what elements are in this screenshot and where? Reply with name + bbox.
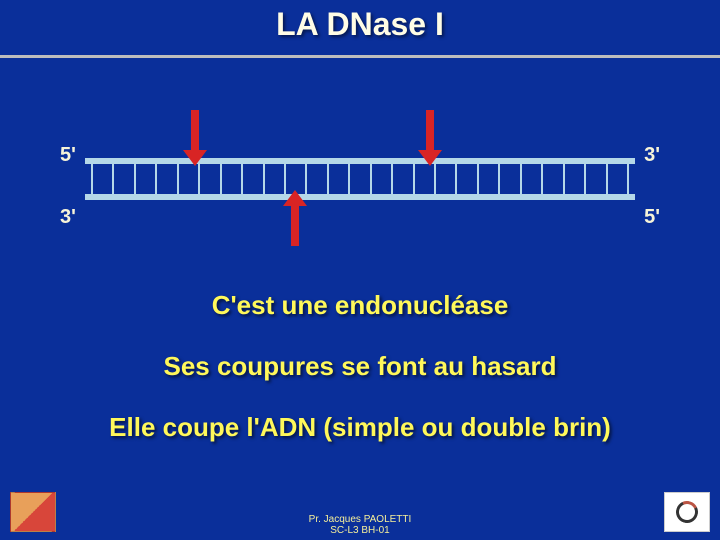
dna-rung xyxy=(241,161,243,197)
title-underline xyxy=(0,55,720,58)
footer-code: SC-L3 BH-01 xyxy=(0,525,720,536)
footer-author: Pr. Jacques PAOLETTI xyxy=(0,514,720,525)
dna-rung xyxy=(220,161,222,197)
dna-rung xyxy=(112,161,114,197)
dna-rung xyxy=(606,161,608,197)
cut-arrow-2 xyxy=(418,110,442,166)
dna-rung xyxy=(455,161,457,197)
cut-arrow-3 xyxy=(283,190,307,246)
label-3prime-top-right: 3' xyxy=(644,144,660,167)
dna-rung xyxy=(413,161,415,197)
dna-rung xyxy=(498,161,500,197)
cut-arrow-1 xyxy=(183,110,207,166)
body-line-1: C'est une endonucléase xyxy=(0,290,720,321)
dna-rung xyxy=(91,161,93,197)
dna-double-strand xyxy=(85,158,635,200)
dna-rung xyxy=(155,161,157,197)
body-line-2: Ses coupures se font au hasard xyxy=(0,351,720,382)
dna-rung xyxy=(627,161,629,197)
label-5prime-bot-right: 5' xyxy=(644,206,660,229)
dna-rungs xyxy=(91,161,629,197)
dna-rung xyxy=(177,161,179,197)
dna-rung xyxy=(541,161,543,197)
dna-rung xyxy=(477,161,479,197)
dna-rung xyxy=(563,161,565,197)
label-5prime-top-left: 5' xyxy=(60,144,76,167)
dna-rung xyxy=(134,161,136,197)
dna-rung xyxy=(198,161,200,197)
dna-strand-bottom xyxy=(85,194,635,200)
slide: LA DNase I 5' 3' 3' 5' C'est une endonuc… xyxy=(0,0,720,540)
dna-rung xyxy=(391,161,393,197)
dna-rung xyxy=(263,161,265,197)
label-3prime-bot-left: 3' xyxy=(60,206,76,229)
dna-rung xyxy=(348,161,350,197)
dna-rung xyxy=(327,161,329,197)
dna-rung xyxy=(520,161,522,197)
dna-rung xyxy=(434,161,436,197)
body-line-3: Elle coupe l'ADN (simple ou double brin) xyxy=(0,412,720,443)
dna-rung xyxy=(584,161,586,197)
slide-title: LA DNase I xyxy=(0,0,720,51)
footer: Pr. Jacques PAOLETTI SC-L3 BH-01 xyxy=(0,514,720,536)
dna-diagram: 5' 3' 3' 5' xyxy=(0,98,720,268)
text-block: C'est une endonucléase Ses coupures se fo… xyxy=(0,290,720,443)
dna-rung xyxy=(370,161,372,197)
